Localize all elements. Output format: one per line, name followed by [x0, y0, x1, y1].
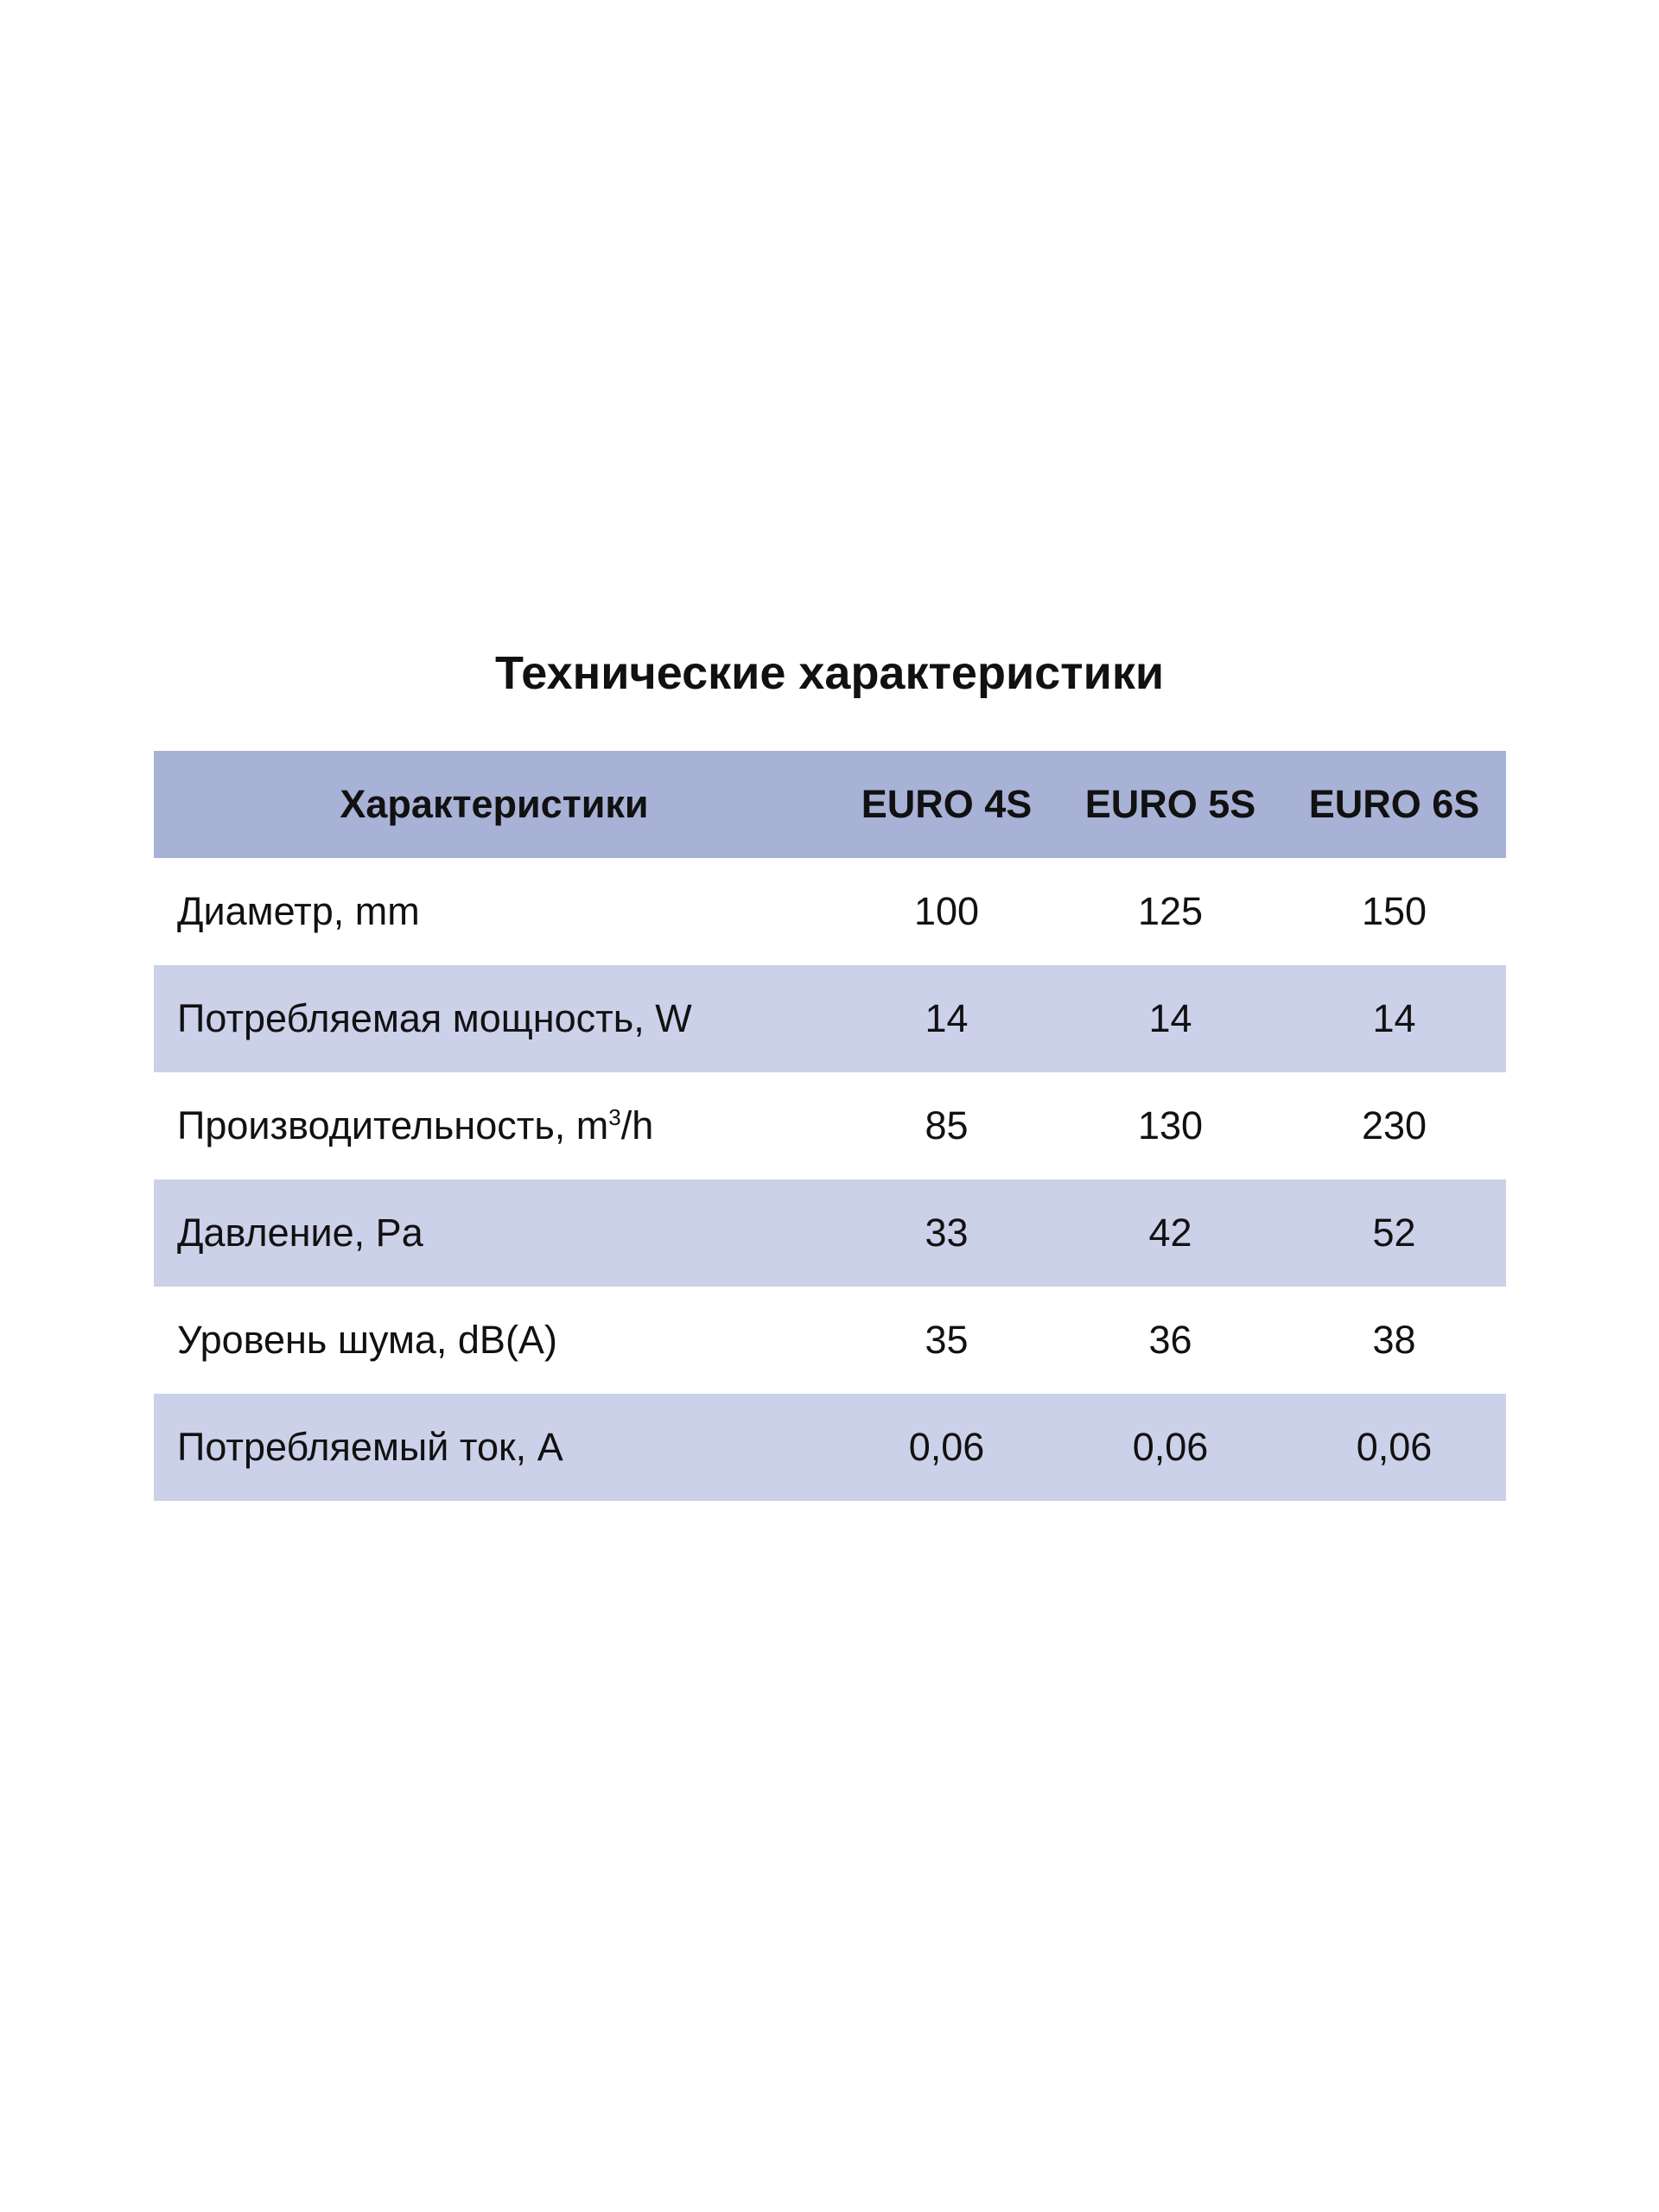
table-row: Потребляемая мощность, W 14 14 14 — [154, 965, 1506, 1072]
table-row: Производительность, m3/h 85 130 230 — [154, 1072, 1506, 1179]
cell: 125 — [1137, 889, 1204, 933]
row-label: Производительность, m3/h — [154, 1072, 835, 1179]
row-label: Уровень шума, dB(A) — [177, 1318, 557, 1362]
cell: 100 — [913, 889, 980, 933]
cell: 85 — [925, 1103, 969, 1147]
table-row: Давление, Pa 33 42 52 — [154, 1179, 1506, 1287]
header-characteristics: Характеристики — [340, 782, 649, 826]
cell: 35 — [925, 1318, 969, 1362]
row-label: Потребляемый ток, A — [177, 1425, 563, 1469]
specs-table: Характеристики EURO 4S EURO 5S EURO 6S Д… — [154, 751, 1506, 1501]
row-label: Диаметр, mm — [177, 889, 420, 933]
cell: 52 — [1372, 1211, 1416, 1255]
cell: 38 — [1372, 1318, 1416, 1362]
cell: 230 — [1361, 1103, 1427, 1147]
superscript: 3 — [608, 1104, 621, 1130]
row-label: Потребляемая мощность, W — [177, 996, 692, 1040]
cell: 14 — [1148, 996, 1192, 1040]
table-row: Потребляемый ток, A 0,06 0,06 0,06 — [154, 1394, 1506, 1501]
table-row: Уровень шума, dB(A) 35 36 38 — [154, 1287, 1506, 1394]
row-label-text: Производительность, m — [177, 1103, 609, 1147]
cell: 150 — [1361, 889, 1427, 933]
cell: 33 — [925, 1211, 969, 1255]
row-label-suffix: /h — [620, 1103, 654, 1147]
cell: 0,06 — [908, 1425, 985, 1469]
row-label: Давление, Pa — [177, 1211, 423, 1255]
cell: 130 — [1137, 1103, 1204, 1147]
cell: 14 — [925, 996, 969, 1040]
header-euro-5s: EURO 5S — [1084, 782, 1256, 826]
cell: 0,06 — [1132, 1425, 1209, 1469]
table-header-row: Характеристики EURO 4S EURO 5S EURO 6S — [154, 751, 1506, 858]
cell: 42 — [1148, 1211, 1192, 1255]
cell: 14 — [1372, 996, 1416, 1040]
table-row: Диаметр, mm 100 125 150 — [154, 858, 1506, 965]
cell: 0,06 — [1356, 1425, 1433, 1469]
cell: 36 — [1148, 1318, 1192, 1362]
header-euro-6s: EURO 6S — [1308, 782, 1480, 826]
header-euro-4s: EURO 4S — [861, 782, 1033, 826]
page-title: Технические характеристики — [494, 647, 1165, 699]
